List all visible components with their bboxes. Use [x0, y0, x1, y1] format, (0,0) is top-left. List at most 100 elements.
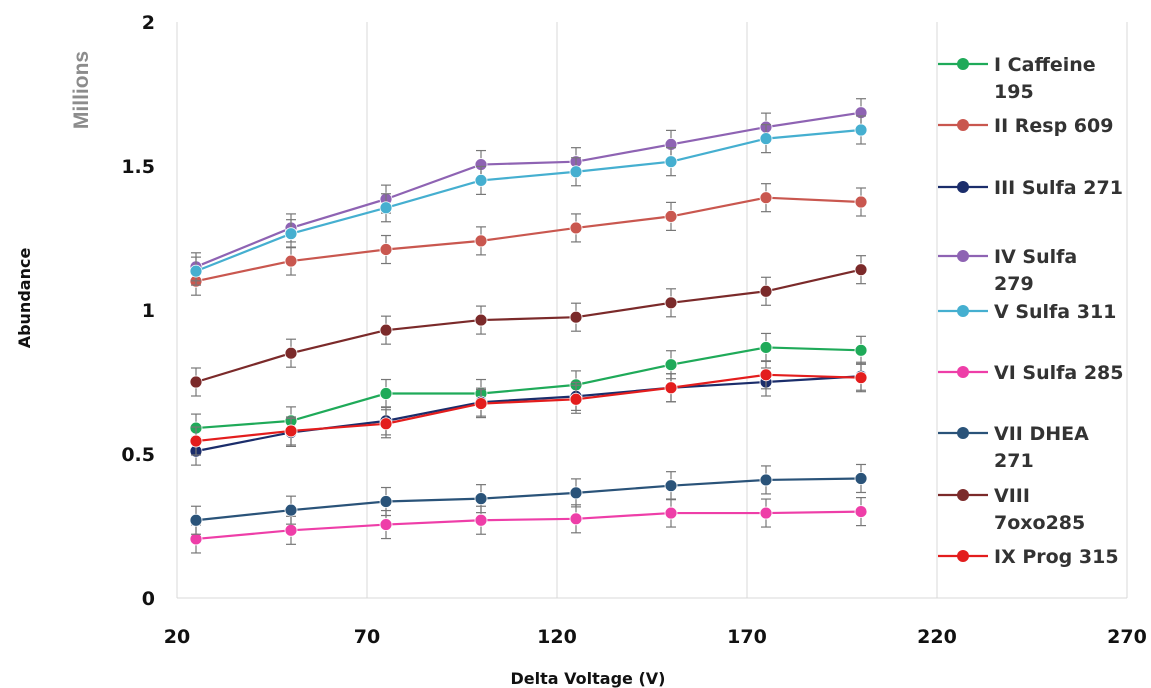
data-point — [854, 263, 868, 277]
data-point — [379, 387, 393, 400]
legend-swatch-marker — [957, 489, 969, 501]
data-point — [474, 234, 488, 248]
y-tick-label: 1.5 — [121, 156, 155, 178]
y-axis-units: Millions — [70, 51, 93, 129]
series-line — [195, 477, 862, 522]
x-tick-label: 120 — [537, 626, 577, 648]
legend: I Caffeine 195 II Resp 609 III Sulfa 271 IV … — [938, 54, 1123, 568]
series-8 — [189, 255, 868, 397]
data-point — [664, 479, 678, 493]
y-axis-tick-labels: 0 0.5 1 1.5 2 — [121, 12, 155, 610]
legend-swatch-marker — [957, 366, 969, 378]
data-point — [854, 371, 868, 385]
data-point — [854, 343, 868, 357]
legend-label: VII DHEA 271 — [994, 423, 1089, 472]
series-5 — [189, 115, 868, 286]
data-point — [759, 473, 773, 487]
y-tick-label: 1 — [142, 300, 155, 322]
legend-label: VIII 7oxo285 — [994, 485, 1085, 534]
legend-label: VI Sulfa 285 — [994, 362, 1123, 384]
data-point — [569, 486, 583, 500]
legend-swatch-marker — [957, 550, 969, 562]
x-tick-label: 270 — [1107, 626, 1147, 648]
data-point — [664, 506, 678, 520]
series-line — [195, 128, 862, 273]
series-line — [195, 111, 862, 268]
data-point — [379, 323, 393, 337]
data-point — [664, 296, 678, 310]
data-point — [664, 358, 678, 372]
data-point — [569, 392, 583, 406]
data-point — [379, 243, 393, 256]
legend-swatch-marker — [957, 250, 969, 262]
data-point — [664, 381, 678, 395]
legend-item: VI Sulfa 285 — [938, 362, 1123, 384]
y-tick-label: 0.5 — [121, 444, 155, 466]
series-line — [195, 510, 862, 541]
plot-series — [189, 98, 868, 554]
data-point — [759, 284, 773, 298]
legend-swatch-marker — [957, 427, 969, 439]
y-axis-title: Abundance — [15, 248, 34, 349]
data-point — [284, 523, 298, 537]
data-point — [284, 254, 298, 268]
data-point — [284, 424, 298, 438]
data-point — [189, 513, 203, 527]
legend-item: I Caffeine 195 — [938, 54, 1096, 103]
data-point — [854, 195, 868, 209]
data-point — [854, 472, 868, 485]
legend-item: V Sulfa 311 — [938, 301, 1116, 323]
data-point — [474, 173, 488, 187]
legend-swatch-marker — [957, 58, 969, 70]
x-tick-label: 20 — [164, 626, 190, 648]
series-line — [195, 196, 862, 283]
x-axis-tick-labels: 20 70 120 170 220 270 — [164, 626, 1147, 648]
data-point — [284, 227, 298, 241]
data-point — [379, 518, 393, 531]
plot-frame — [176, 22, 1127, 599]
legend-item: VIII 7oxo285 — [938, 485, 1085, 534]
data-point — [284, 346, 298, 360]
data-point — [569, 512, 583, 526]
x-tick-label: 70 — [354, 626, 380, 648]
data-point — [189, 264, 203, 278]
data-point — [759, 132, 773, 146]
legend-label: IV Sulfa 279 — [994, 246, 1077, 295]
legend-label: I Caffeine 195 — [994, 54, 1096, 103]
y-tick-label: 0 — [142, 588, 155, 610]
data-point — [759, 191, 773, 205]
data-point — [854, 505, 868, 519]
legend-swatch-marker — [957, 305, 969, 317]
data-point — [379, 495, 393, 508]
data-point — [664, 209, 678, 223]
data-point — [189, 434, 203, 448]
legend-swatch-marker — [957, 119, 969, 131]
data-point — [664, 155, 678, 169]
x-axis-title: Delta Voltage (V) — [511, 669, 666, 688]
x-tick-label: 170 — [727, 626, 767, 648]
legend-item: IX Prog 315 — [938, 546, 1119, 568]
data-point — [189, 375, 203, 389]
legend-item: III Sulfa 271 — [938, 177, 1123, 199]
data-point — [474, 313, 488, 327]
series-line — [195, 268, 862, 384]
data-point — [759, 368, 773, 382]
data-point — [569, 165, 583, 179]
series-line — [195, 375, 862, 453]
data-point — [854, 123, 868, 137]
data-point — [379, 417, 393, 431]
legend-item: VII DHEA 271 — [938, 423, 1089, 472]
legend-label: IX Prog 315 — [994, 546, 1119, 568]
data-point — [569, 221, 583, 235]
legend-swatch-marker — [957, 181, 969, 193]
series-line — [195, 373, 862, 443]
y-tick-label: 2 — [142, 12, 155, 34]
series-7 — [189, 463, 868, 535]
vertical-gridlines — [366, 22, 1128, 598]
legend-item: IV Sulfa 279 — [938, 246, 1077, 295]
legend-label: II Resp 609 — [994, 115, 1113, 137]
series-9 — [189, 360, 868, 456]
data-point — [379, 201, 393, 215]
data-point — [474, 513, 488, 527]
